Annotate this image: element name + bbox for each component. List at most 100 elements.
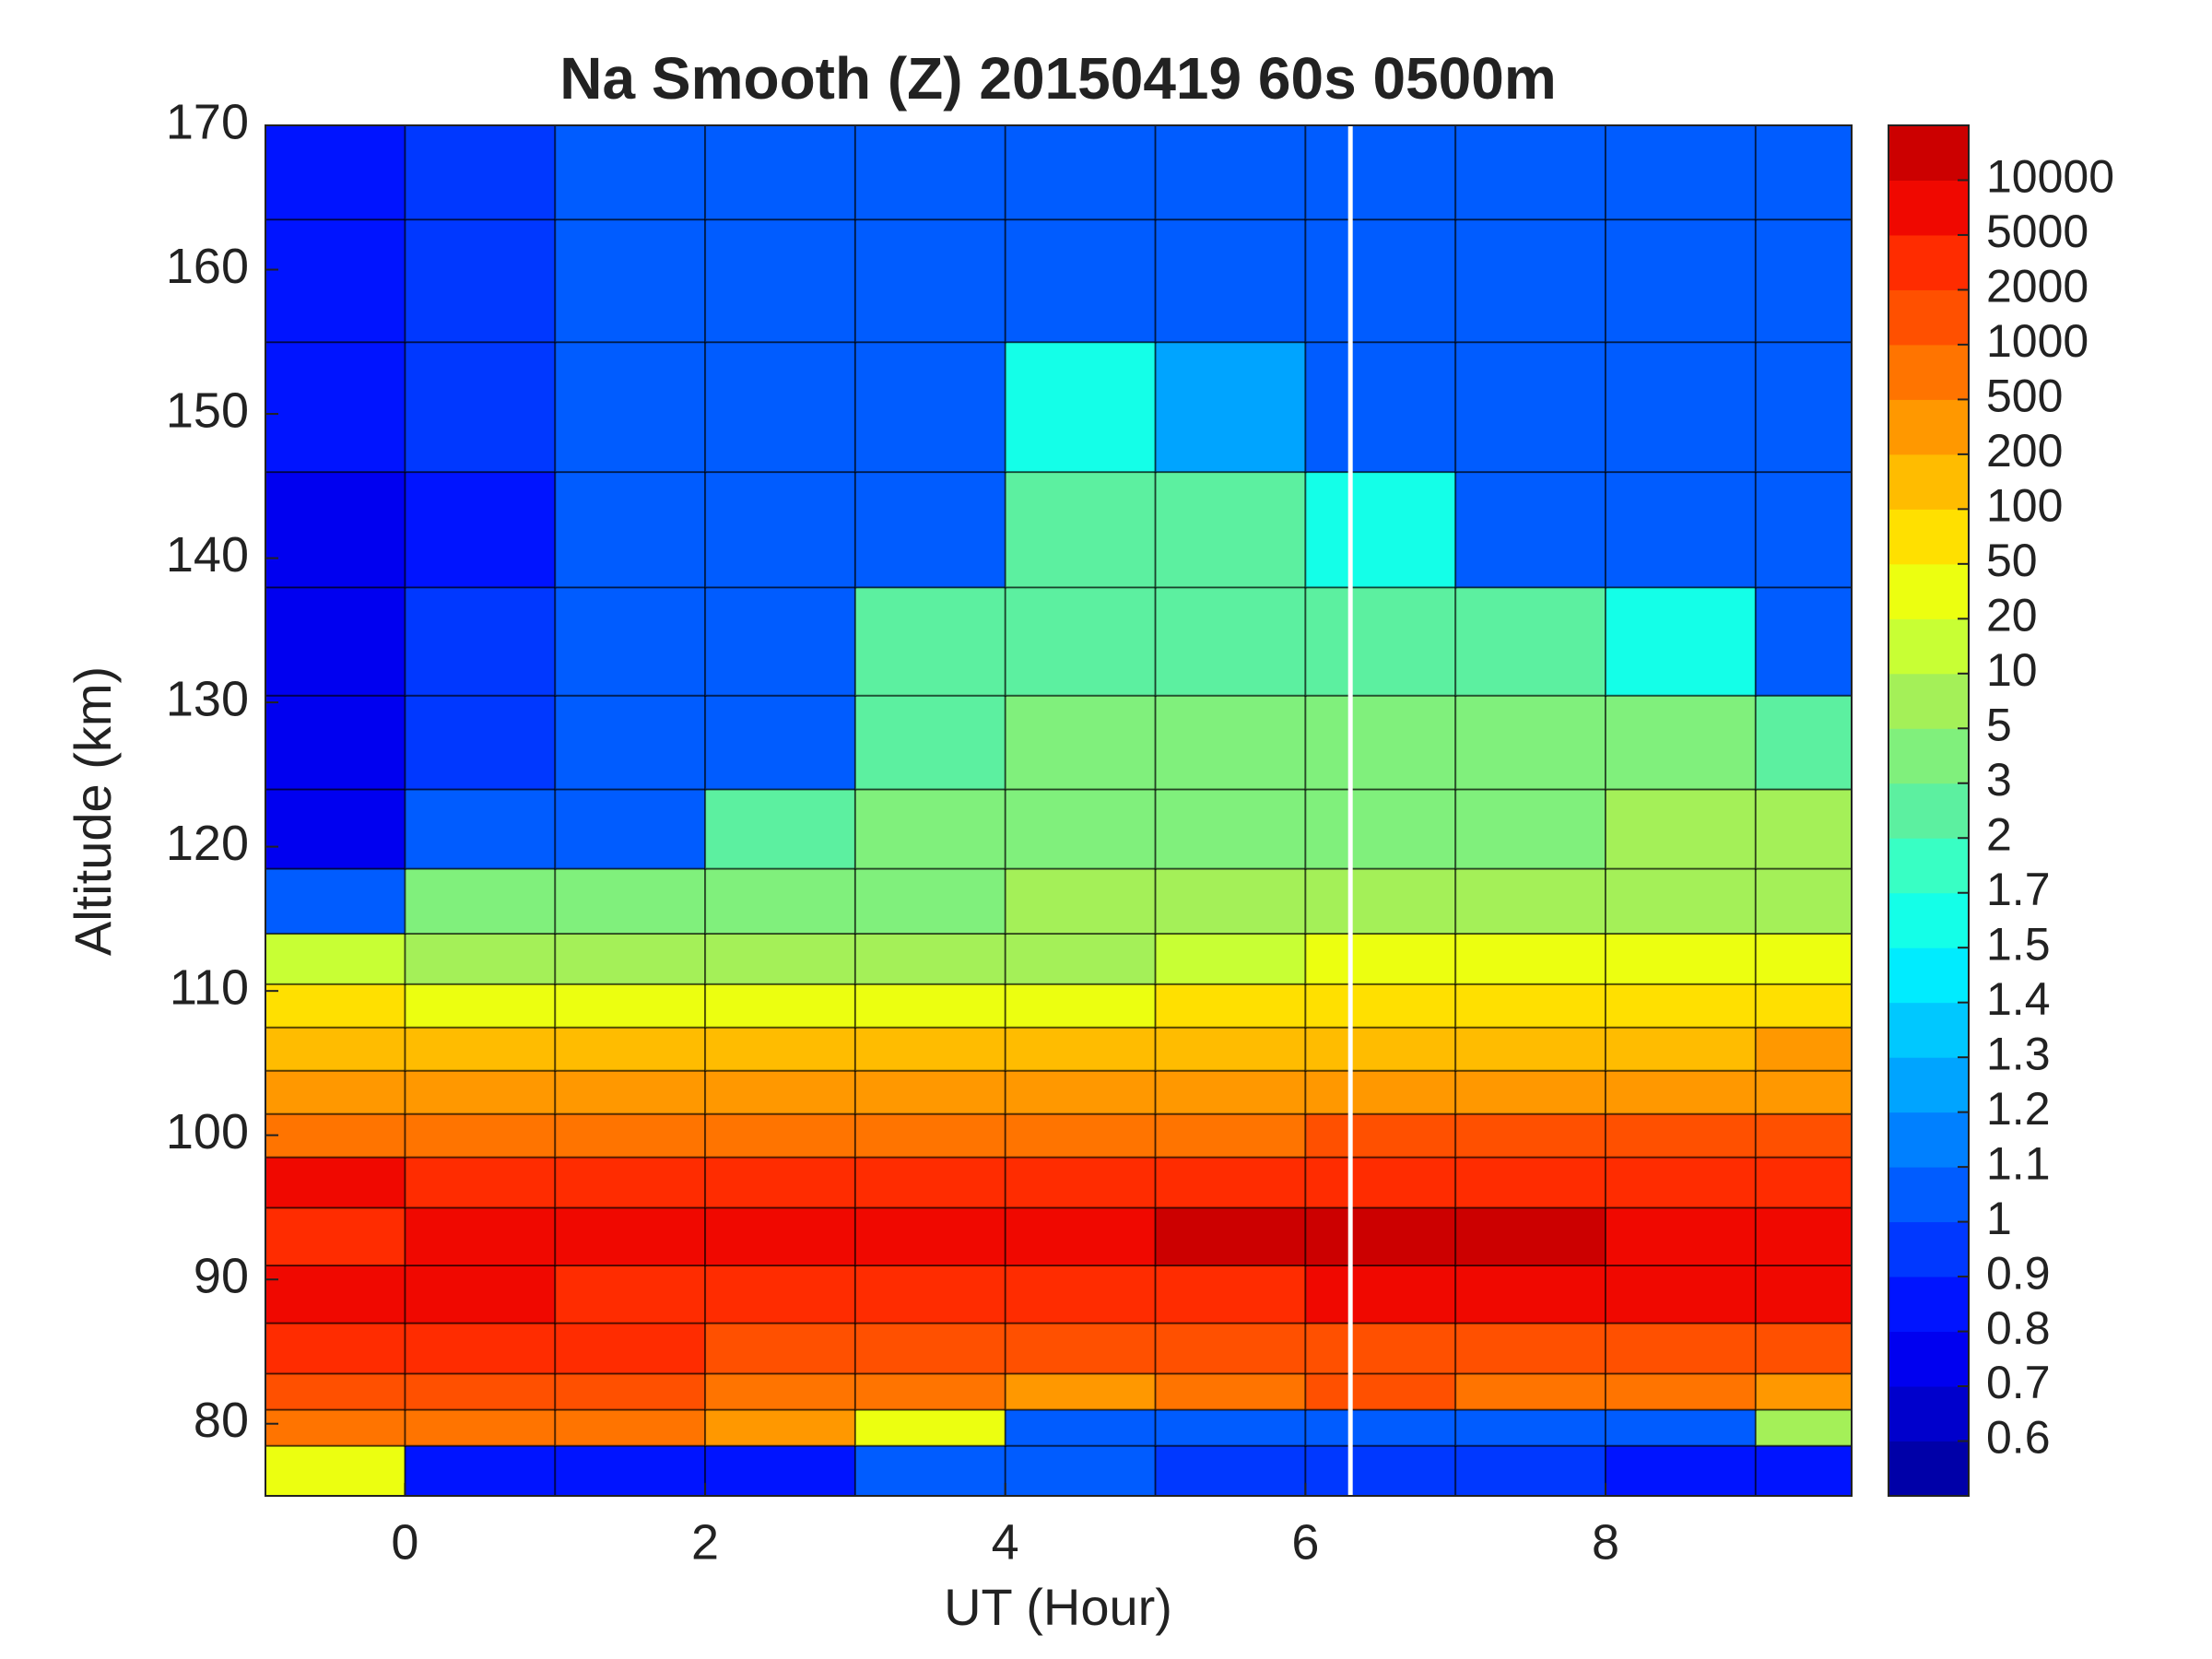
contour-cell	[404, 1322, 557, 1375]
colorbar-segment	[1888, 1167, 1969, 1223]
contour-cell	[1304, 932, 1457, 985]
contour-cell	[853, 932, 1007, 985]
contour-cell	[853, 694, 1007, 791]
contour-cell	[704, 1026, 857, 1072]
colorbar-segment	[1888, 234, 1969, 290]
contour-cell	[1754, 1408, 1852, 1447]
contour-cell	[1754, 1444, 1852, 1496]
contour-cell	[265, 585, 406, 697]
contour-cell	[1754, 867, 1852, 935]
contour-cell	[265, 1264, 406, 1324]
contour-cell	[404, 694, 557, 791]
contour-cell	[1304, 470, 1457, 589]
contour-cell	[1604, 694, 1758, 791]
contour-cell	[1004, 1026, 1158, 1072]
contour-cell	[1154, 125, 1307, 221]
contour-cell	[1754, 470, 1852, 589]
contour-cell	[1604, 1444, 1758, 1496]
contour-cell	[1154, 1156, 1307, 1209]
colorbar-segment	[1888, 1057, 1969, 1113]
colorbar-frame	[1888, 124, 1970, 1497]
contour-cell	[1454, 982, 1607, 1029]
contour-cell	[265, 340, 406, 474]
contour-cell	[1154, 470, 1307, 589]
contour-cell	[265, 932, 406, 985]
contour-cell	[1604, 1156, 1758, 1209]
colorbar-tick-label: 5000	[1986, 206, 2088, 257]
contour-cell	[1454, 1069, 1607, 1115]
contour-cell	[265, 1444, 406, 1496]
colorbar-segment	[1888, 125, 1969, 181]
y-tick-label: 100	[166, 1104, 249, 1159]
contour-cell	[853, 1206, 1007, 1267]
contour-cell	[1604, 867, 1758, 935]
contour-cell	[1454, 932, 1607, 985]
contour-cell	[1754, 1206, 1852, 1267]
contour-cell	[404, 1069, 557, 1115]
contour-cell	[1154, 1112, 1307, 1159]
contour-cell	[1304, 1264, 1457, 1324]
contour-cell	[404, 1026, 557, 1072]
colorbar-segment	[1888, 344, 1969, 400]
contour-cell	[853, 1408, 1007, 1447]
contour-cell	[404, 125, 557, 221]
contour-cell	[1604, 982, 1758, 1029]
x-tick-label: 4	[992, 1514, 1019, 1570]
colorbar-tick-label: 500	[1986, 371, 2063, 422]
colorbar-segment	[1888, 892, 1969, 948]
contour-cell	[853, 470, 1007, 589]
x-tick-label: 6	[1291, 1514, 1319, 1570]
contour-cell	[853, 1026, 1007, 1072]
contour-cell	[1154, 788, 1307, 870]
colorbar-tick-label: 100	[1986, 480, 2063, 532]
contour-cell	[1754, 694, 1852, 791]
contour-cell	[1004, 1069, 1158, 1115]
colorbar-segment	[1888, 1386, 1969, 1442]
x-axis-label: UT (Hour)	[944, 1578, 1172, 1636]
contour-cell	[1004, 1264, 1158, 1324]
contour-cell	[853, 788, 1007, 870]
colorbar-segment	[1888, 1331, 1969, 1387]
contour-cell	[404, 867, 557, 935]
contour-cell	[1154, 1069, 1307, 1115]
contour-cell	[1454, 1206, 1607, 1267]
contour-cell	[554, 1322, 707, 1375]
contour-cell	[704, 1069, 857, 1115]
contour-cell	[1304, 585, 1457, 697]
contour-cell	[1604, 218, 1758, 344]
contour-cell	[853, 1371, 1007, 1411]
contour-cell	[1004, 585, 1158, 697]
colorbar-tick-label: 50	[1986, 535, 2038, 586]
colorbar-tick-label: 10000	[1986, 151, 2114, 203]
contour-cell	[265, 1206, 406, 1267]
colorbar-segment	[1888, 1277, 1969, 1333]
colorbar-tick-label: 1.5	[1986, 918, 2051, 970]
contour-cell	[404, 218, 557, 344]
contour-cell	[1154, 982, 1307, 1029]
colorbar-tick-label: 1.7	[1986, 864, 2051, 915]
contour-cell	[1754, 1069, 1852, 1115]
contour-cell	[1754, 340, 1852, 474]
contour-cell	[404, 1206, 557, 1267]
contour-cell	[1754, 932, 1852, 985]
contour-cell	[1754, 982, 1852, 1029]
contour-cell	[1604, 1026, 1758, 1072]
colorbar-tick-label: 1	[1986, 1193, 2012, 1244]
colorbar-tick-label: 1.1	[1986, 1137, 2051, 1189]
contour-cell	[704, 218, 857, 344]
contour-cell	[1754, 1322, 1852, 1375]
contour-cell	[1004, 1112, 1158, 1159]
contour-cell	[1454, 694, 1607, 791]
contour-cell	[554, 1069, 707, 1115]
contour-cell	[554, 1112, 707, 1159]
contour-cell	[1004, 470, 1158, 589]
y-tick-label: 140	[166, 527, 249, 582]
contour-cell	[1304, 1444, 1457, 1496]
contour-cell	[1604, 1112, 1758, 1159]
contour-cell	[1454, 1026, 1607, 1072]
contour-cell	[265, 1026, 406, 1072]
contour-cell	[404, 340, 557, 474]
contour-cell	[704, 1264, 857, 1324]
contour-cell	[404, 1264, 557, 1324]
y-tick-label: 90	[194, 1248, 249, 1303]
